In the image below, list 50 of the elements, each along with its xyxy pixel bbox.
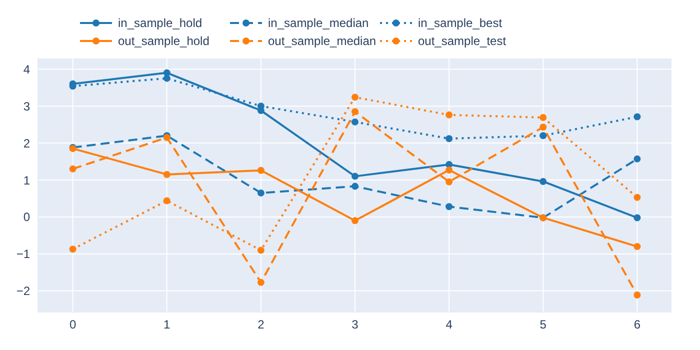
point xyxy=(634,113,641,120)
point xyxy=(163,74,170,82)
x-tick-label: 0 xyxy=(69,318,76,332)
point xyxy=(446,178,453,186)
legend-label: in_sample_best xyxy=(418,16,502,30)
legend-label: in_sample_median xyxy=(268,16,369,30)
point xyxy=(634,243,641,250)
y-tick-label: 3 xyxy=(23,99,30,114)
point xyxy=(163,170,170,178)
x-tick-label: 3 xyxy=(352,318,359,332)
x-tick-label: 2 xyxy=(258,318,265,332)
point xyxy=(540,178,547,185)
x-tick-label: 4 xyxy=(446,318,453,332)
point xyxy=(540,132,547,140)
point xyxy=(540,124,547,131)
point xyxy=(446,135,453,142)
x-tick-label: 1 xyxy=(164,318,171,332)
point xyxy=(352,108,358,116)
y-tick-label: 2 xyxy=(23,136,30,150)
y-tick-label: 0 xyxy=(23,210,30,224)
point xyxy=(257,189,264,196)
point xyxy=(634,194,641,201)
point xyxy=(446,111,453,118)
point xyxy=(634,155,641,162)
point xyxy=(352,182,358,190)
legend-label: out_sample_hold xyxy=(118,34,210,48)
point xyxy=(163,197,170,204)
point xyxy=(446,203,453,210)
point xyxy=(352,217,358,224)
y-tick-label: 4 xyxy=(23,62,30,76)
legend-label: out_sample_median xyxy=(268,34,376,48)
point xyxy=(257,278,264,286)
point xyxy=(446,166,453,174)
point xyxy=(352,172,358,180)
legend-label: in_sample_hold xyxy=(118,16,202,30)
point xyxy=(634,291,641,298)
point xyxy=(69,246,76,253)
y-tick-label: −1 xyxy=(16,247,30,262)
point xyxy=(352,118,358,126)
y-tick-label: 1 xyxy=(23,173,30,188)
point xyxy=(352,94,358,101)
point xyxy=(257,166,264,174)
point xyxy=(69,165,76,172)
x-tick-label: 5 xyxy=(540,318,547,332)
point xyxy=(634,214,641,222)
point xyxy=(540,114,547,122)
point xyxy=(257,246,264,254)
x-tick-label: 6 xyxy=(634,318,641,332)
y-tick-label: −2 xyxy=(16,284,30,298)
legend-label: out_sample_test xyxy=(418,34,506,48)
